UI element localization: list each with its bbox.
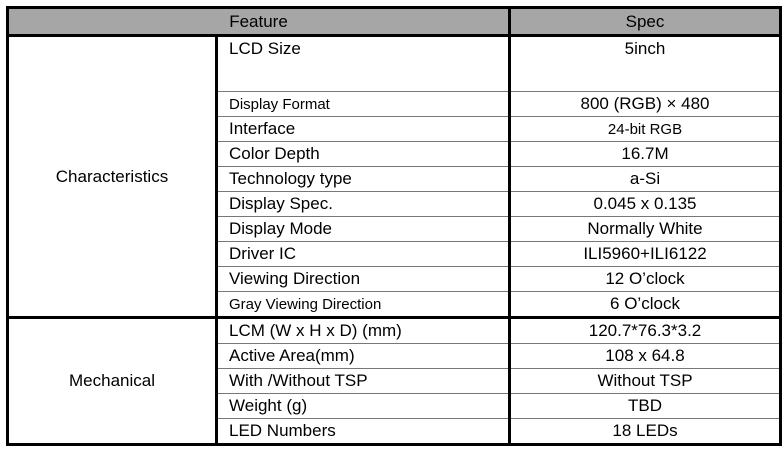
table-row: Driver IC ILI5960+ILI6122 [8,241,782,267]
spec-cell: 12 O’clock [508,266,782,292]
spec-cell: 5inch [508,35,782,92]
feature-cell: LED Numbers [216,418,510,446]
table-row: Display Mode Normally White [8,216,782,242]
feature-cell: Weight (g) [216,393,510,419]
spec-cell: 108 x 64.8 [508,343,782,369]
group-mechanical: Mechanical [6,317,218,446]
spec-cell: 0.045 x 0.135 [508,191,782,217]
table-row: Mechanical LCM (W x H x D) (mm) 120.7*76… [6,317,782,446]
spec-cell: Normally White [508,216,782,242]
spec-cell: 18 LEDs [508,418,782,446]
spec-cell: TBD [508,393,782,419]
feature-cell: With /Without TSP [216,368,510,394]
table-row: LED Numbers 18 LEDs [8,418,782,446]
table-row: Technology type a-Si [8,166,782,192]
header-spec: Spec [508,6,782,37]
table-row: Display Format 800 (RGB) × 480 [8,91,782,117]
table-row: Active Area(mm) 108 x 64.8 [8,343,782,369]
spec-cell: a-Si [508,166,782,192]
feature-cell: Display Spec. [216,191,510,217]
spec-table: Feature Spec Characteristics LCD Size 5i… [6,6,782,446]
table-row: With /Without TSP Without TSP [8,368,782,394]
feature-cell: Gray Viewing Direction [216,291,510,319]
feature-cell: Viewing Direction [216,266,510,292]
table-row: Viewing Direction 12 O’clock [8,266,782,292]
feature-cell: Display Mode [216,216,510,242]
feature-cell: LCD Size [216,35,510,92]
table-row: Weight (g) TBD [8,393,782,419]
feature-cell: Active Area(mm) [216,343,510,369]
spec-cell: ILI5960+ILI6122 [508,241,782,267]
table-row: Characteristics LCD Size 5inch [6,35,782,319]
feature-cell: Color Depth [216,141,510,167]
feature-cell: LCM (W x H x D) (mm) [216,317,510,344]
header-row: Feature Spec [6,6,782,37]
table-row: Interface 24-bit RGB [8,116,782,142]
spec-cell: 24-bit RGB [508,116,782,142]
spec-cell: Without TSP [508,368,782,394]
spec-cell: 6 O’clock [508,291,782,319]
feature-cell: Technology type [216,166,510,192]
spec-cell: 800 (RGB) × 480 [508,91,782,117]
header-feature: Feature [6,6,511,37]
feature-cell: Interface [216,116,510,142]
table-row: Display Spec. 0.045 x 0.135 [8,191,782,217]
spec-cell: 16.7M [508,141,782,167]
feature-cell: Driver IC [216,241,510,267]
feature-cell: Display Format [216,91,510,117]
group-characteristics: Characteristics [6,35,218,319]
table-row: Gray Viewing Direction 6 O’clock [8,291,782,319]
table-row: Color Depth 16.7M [8,141,782,167]
spec-cell: 120.7*76.3*3.2 [508,317,782,344]
